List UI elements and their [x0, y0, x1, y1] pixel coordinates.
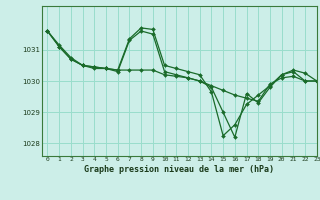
X-axis label: Graphe pression niveau de la mer (hPa): Graphe pression niveau de la mer (hPa): [84, 165, 274, 174]
